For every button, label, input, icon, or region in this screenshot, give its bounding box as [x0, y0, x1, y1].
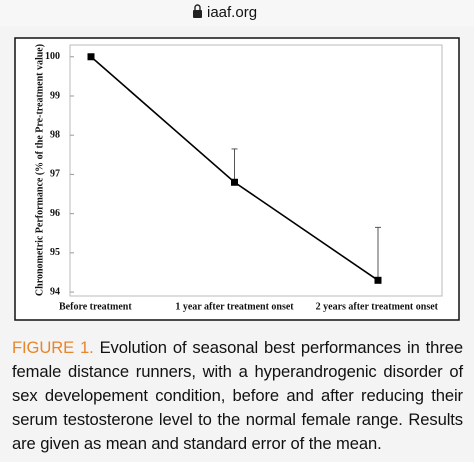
y-tick-label: 99 — [50, 90, 60, 101]
y-tick-label: 94 — [50, 286, 60, 297]
y-tick-label: 100 — [45, 51, 60, 62]
x-tick-label: 2 years after treatment onset — [316, 301, 439, 312]
y-tick-label: 97 — [50, 169, 60, 180]
point — [231, 178, 238, 186]
address-bar — [0, 0, 474, 26]
caption-text: Evolution of seasonal best performances … — [12, 338, 463, 453]
y-axis-label: Chronometric Performance (% of the Pre-t… — [34, 44, 45, 296]
caption-label: FIGURE 1. — [12, 338, 94, 357]
lock-icon — [193, 4, 202, 18]
url[interactable]: iaaf.org — [207, 4, 257, 21]
x-tick-label: 1 year after treatment onset — [175, 301, 294, 312]
x-tick-label: Before treatment — [59, 301, 132, 312]
caption: FIGURE 1. Evolution of seasonal best per… — [12, 336, 463, 456]
point — [87, 53, 95, 61]
y-tick-label: 98 — [50, 130, 60, 141]
y-tick-label: 95 — [50, 247, 60, 258]
y-tick-label: 96 — [50, 208, 60, 219]
page-graphics: iaaf.org Chronometric Performance (% of … — [0, 0, 474, 321]
plot-frame — [69, 44, 443, 297]
point — [374, 276, 382, 284]
